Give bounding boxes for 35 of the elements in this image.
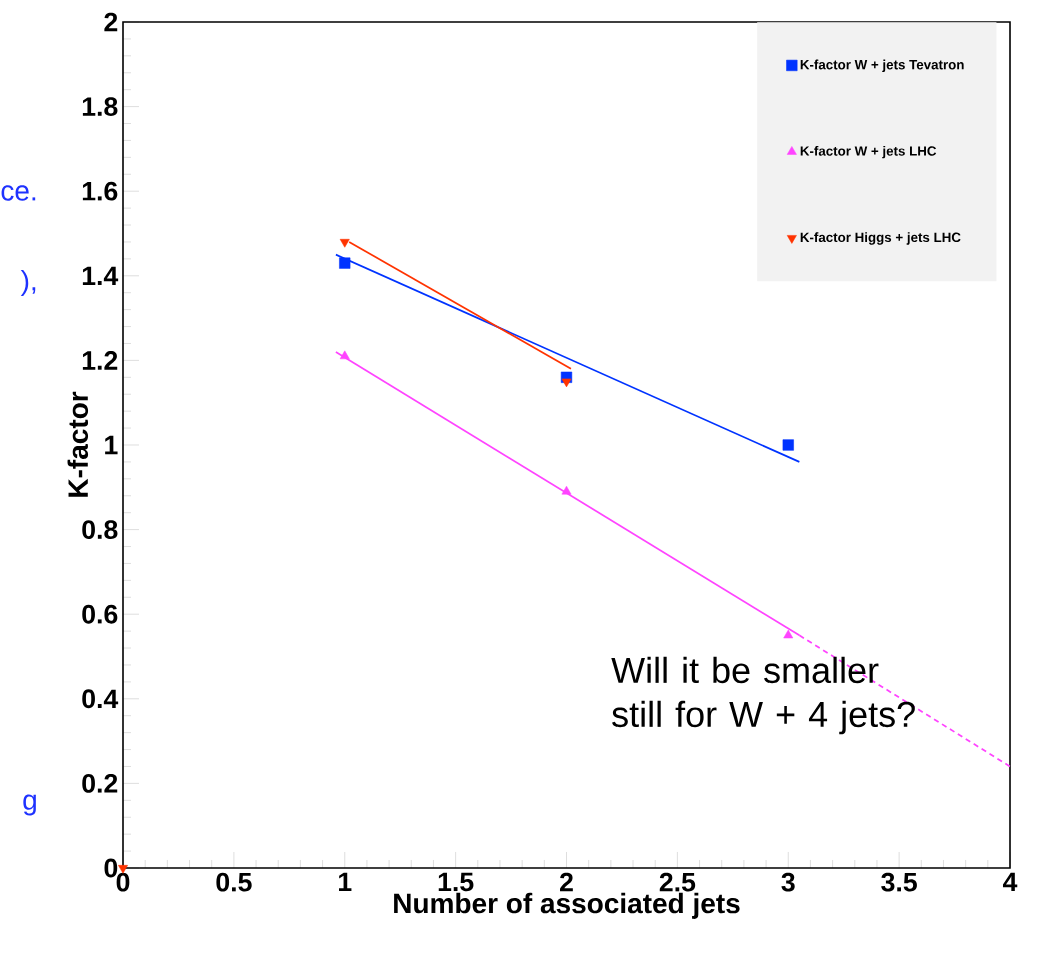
- text: g: [23, 794, 36, 816]
- y-tick-label: 1.4: [82, 266, 119, 285]
- x-tick-label: 1: [339, 872, 352, 892]
- x-tick-label: 3.5: [881, 872, 917, 892]
- point: [561, 378, 572, 388]
- point: [782, 439, 794, 451]
- y-axis-title: K-factor: [67, 391, 89, 497]
- text: ce.: [1, 185, 36, 201]
- y-tick-label: 1.8: [82, 97, 118, 117]
- legend-label: K-factor W + jets LHC: [800, 145, 937, 159]
- y-tick-label: 0.6: [82, 604, 118, 624]
- x-tick-label: 0.5: [216, 872, 252, 892]
- y-tick-label: 1.2: [82, 351, 118, 370]
- y-tick-label: 1.6: [82, 181, 118, 201]
- point: [339, 350, 350, 360]
- x-tick-label: 1.5: [438, 872, 474, 892]
- point: [561, 485, 572, 495]
- x-tick-label: 2: [560, 872, 573, 892]
- point: [783, 629, 794, 639]
- point: [339, 239, 350, 248]
- point: [339, 257, 351, 269]
- annotation: Will it be smaller still for W + 4 jets?: [611, 656, 915, 735]
- x-tick-label: 4: [1002, 872, 1018, 892]
- x-tick-label: 2.5: [659, 872, 696, 892]
- x-axis-title: Number of associated jets: [394, 892, 740, 919]
- y-tick-label: 0.8: [82, 520, 118, 540]
- y-tick-label: 0: [104, 858, 118, 878]
- legend-label: K-factor W + jets Tevatron: [800, 59, 964, 73]
- x-tick-label: 3: [781, 872, 795, 892]
- y-tick-label: 0.4: [82, 689, 119, 709]
- y-tick-label: 1: [105, 435, 118, 455]
- legend-label: K-factor Higgs + jets LHC: [800, 232, 961, 245]
- y-tick-label: 2: [104, 12, 118, 32]
- text: ),: [20, 269, 36, 297]
- y-tick-label: 0.2: [82, 773, 118, 793]
